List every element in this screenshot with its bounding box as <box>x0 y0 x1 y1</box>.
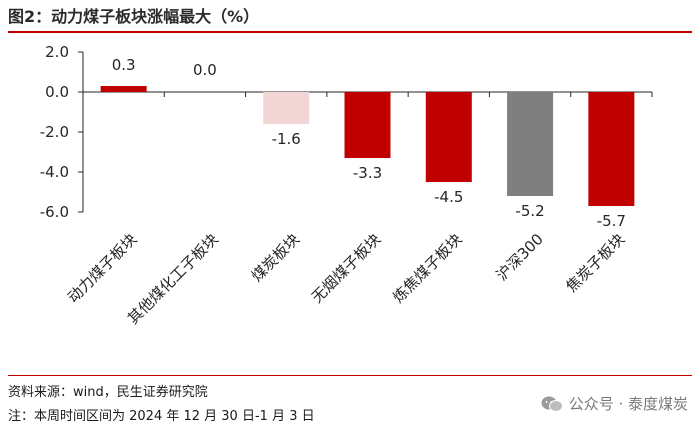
source-note: 资料来源：wind，民生证券研究院 <box>8 385 208 400</box>
x-tick-label: 炼焦煤子板块 <box>389 230 465 306</box>
y-tick-label: -6.0 <box>40 203 69 221</box>
data-labels-group: 0.3 0.0 -1.6 -3.3 -4.5 -5.2 -5.7 <box>112 56 626 230</box>
title-rule <box>8 31 692 33</box>
x-tick-label: 动力煤子板块 <box>64 230 140 306</box>
data-label: 0.3 <box>112 56 136 74</box>
x-tick-label: 焦炭子板块 <box>562 230 628 296</box>
chart-title: 图2：动力煤子板块涨幅最大（%） <box>8 7 260 26</box>
bar <box>263 92 310 124</box>
x-tick-label: 其他煤化工子板块 <box>124 230 222 328</box>
data-label: 0.0 <box>193 61 217 79</box>
y-tick-label: -4.0 <box>40 163 69 181</box>
y-tick-label: 2.0 <box>45 43 69 61</box>
footer-rule <box>8 375 692 376</box>
y-tick-label: 0.0 <box>45 83 69 101</box>
bar <box>588 92 635 206</box>
bar <box>344 92 391 158</box>
bar <box>507 92 554 196</box>
watermark-text: 公众号 · 泰度煤炭 <box>568 395 688 413</box>
data-label: -1.6 <box>272 130 301 148</box>
bar <box>425 92 472 182</box>
x-tick-label: 沪深300 <box>493 230 547 284</box>
data-label: -4.5 <box>434 188 463 206</box>
watermark: 公众号 · 泰度煤炭 <box>541 393 688 414</box>
period-note: 注：本周时间区间为 2024 年 12 月 30 日-1 月 3 日 <box>8 409 315 424</box>
bar-chart: 2.0 0.0 -2.0 -4.0 -6.0 0.3 0.0 -1.6 -3.3 -4.5 -5.… <box>40 43 653 328</box>
data-label: -5.2 <box>515 202 544 220</box>
data-label: -3.3 <box>353 164 382 182</box>
x-tick-label: 煤炭板块 <box>248 230 303 285</box>
x-tick-label: 无烟煤子板块 <box>308 230 384 306</box>
bars-group <box>100 86 635 206</box>
y-tick-label: -2.0 <box>40 123 69 141</box>
data-label: -5.7 <box>597 212 626 230</box>
bar <box>100 86 147 92</box>
wechat-icon <box>541 396 563 412</box>
